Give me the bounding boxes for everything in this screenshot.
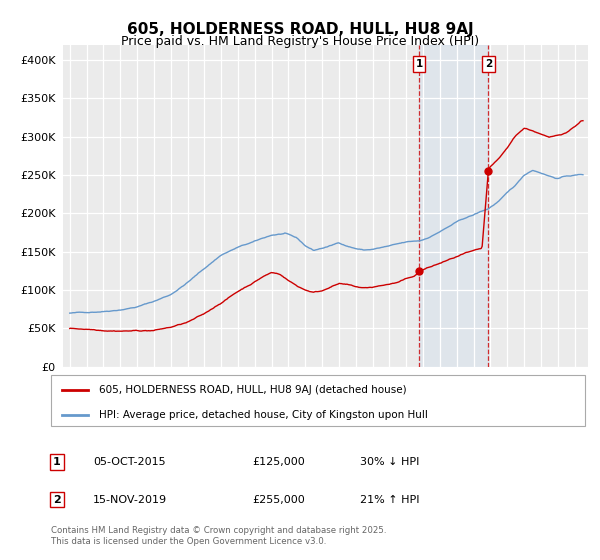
FancyBboxPatch shape <box>51 375 585 426</box>
Text: 05-OCT-2015: 05-OCT-2015 <box>93 457 166 467</box>
Text: Contains HM Land Registry data © Crown copyright and database right 2025.
This d: Contains HM Land Registry data © Crown c… <box>51 526 386 546</box>
Text: Price paid vs. HM Land Registry's House Price Index (HPI): Price paid vs. HM Land Registry's House … <box>121 35 479 48</box>
Text: £255,000: £255,000 <box>252 494 305 505</box>
Text: 30% ↓ HPI: 30% ↓ HPI <box>360 457 419 467</box>
Text: 605, HOLDERNESS ROAD, HULL, HU8 9AJ: 605, HOLDERNESS ROAD, HULL, HU8 9AJ <box>127 22 473 38</box>
Text: 605, HOLDERNESS ROAD, HULL, HU8 9AJ (detached house): 605, HOLDERNESS ROAD, HULL, HU8 9AJ (det… <box>99 385 407 395</box>
Text: 1: 1 <box>416 59 423 69</box>
Bar <box>419 45 488 367</box>
Text: 21% ↑ HPI: 21% ↑ HPI <box>360 494 419 505</box>
Text: 2: 2 <box>485 59 492 69</box>
Text: £125,000: £125,000 <box>252 457 305 467</box>
Text: 2: 2 <box>53 494 61 505</box>
Text: HPI: Average price, detached house, City of Kingston upon Hull: HPI: Average price, detached house, City… <box>99 409 428 419</box>
Text: 15-NOV-2019: 15-NOV-2019 <box>93 494 167 505</box>
Text: 1: 1 <box>53 457 61 467</box>
